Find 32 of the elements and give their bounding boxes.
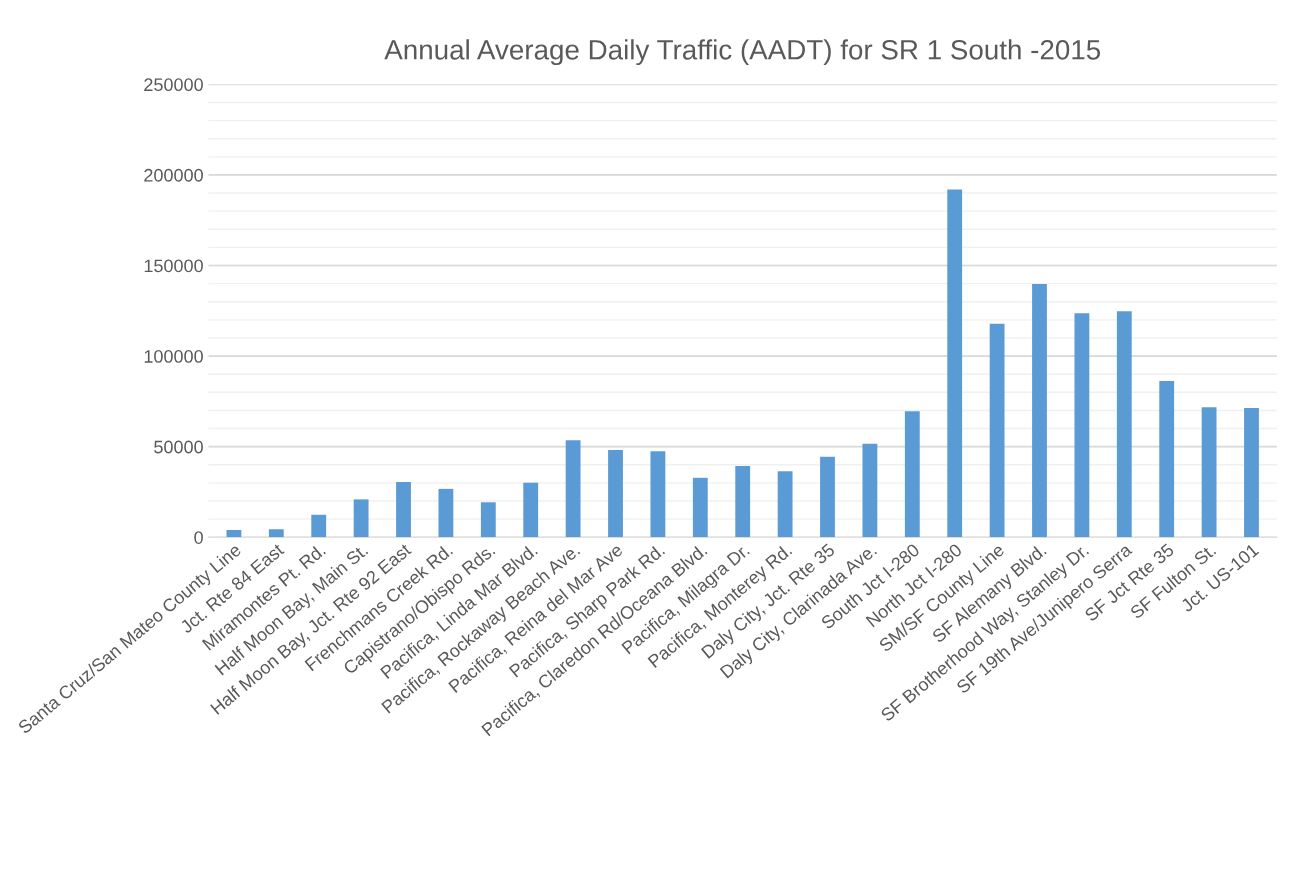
- bar: [820, 456, 835, 538]
- bar: [862, 443, 878, 538]
- bar: [1074, 313, 1090, 538]
- bar: [523, 482, 539, 538]
- bar: [1116, 311, 1132, 538]
- bar: [1201, 407, 1217, 538]
- y-tick-label: 200000: [144, 168, 203, 182]
- y-tick-label: 250000: [144, 78, 203, 92]
- bar: [1159, 381, 1175, 538]
- bar: [1032, 283, 1047, 538]
- bar: [353, 499, 369, 538]
- bar: [1244, 408, 1259, 538]
- y-tick-label: 50000: [154, 440, 203, 454]
- bar: [777, 471, 793, 538]
- bar: [989, 323, 1005, 538]
- y-tick-label: 100000: [144, 350, 203, 363]
- chart-title: Annual Average Daily Traffic (AADT) for SR 1 South -2015: [384, 39, 1101, 66]
- bar: [650, 451, 666, 538]
- bar: [226, 529, 242, 538]
- bar: [480, 502, 496, 538]
- bar: [311, 514, 327, 538]
- bar: [608, 449, 623, 538]
- bar: [268, 529, 284, 538]
- y-tick-label: 150000: [144, 259, 203, 273]
- bar: [947, 189, 963, 538]
- bar: [396, 481, 411, 538]
- bar: [565, 440, 581, 538]
- bar: [692, 477, 708, 538]
- y-tick-label: 0: [194, 531, 203, 544]
- bar: [735, 466, 751, 538]
- bar: [904, 411, 920, 538]
- bar: [438, 488, 454, 538]
